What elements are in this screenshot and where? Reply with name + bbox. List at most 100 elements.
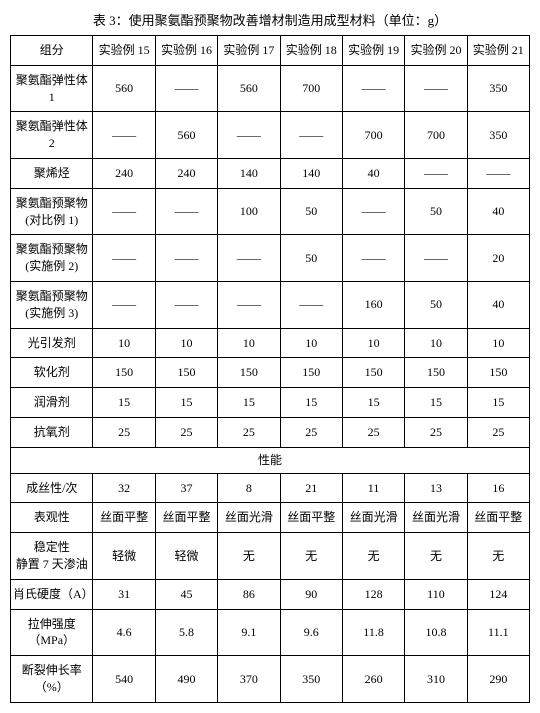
cell: 15 (218, 388, 280, 418)
data-table: 组分实验例 15实验例 16实验例 17实验例 18实验例 19实验例 20实验… (10, 35, 530, 703)
cell: 100 (218, 188, 280, 235)
cell: 150 (155, 358, 217, 388)
cell: 350 (467, 112, 529, 159)
cell: —— (155, 188, 217, 235)
cell: 11.8 (342, 609, 404, 656)
row-label: 聚氨酯预聚物(实施例 2) (11, 235, 93, 282)
cell: 31 (93, 579, 155, 609)
cell: 15 (342, 388, 404, 418)
table-row: 润滑剂15151515151515 (11, 388, 530, 418)
cell: 10 (155, 328, 217, 358)
cell: 8 (218, 473, 280, 503)
cell: 45 (155, 579, 217, 609)
cell: 140 (218, 158, 280, 188)
cell: 20 (467, 235, 529, 282)
cell: 10 (93, 328, 155, 358)
cell: 15 (155, 388, 217, 418)
cell: 丝面平整 (155, 503, 217, 533)
row-label: 聚氨酯预聚物(对比例 1) (11, 188, 93, 235)
table-row: 成丝性/次3237821111316 (11, 473, 530, 503)
cell: 150 (93, 358, 155, 388)
table-title: 表 3：使用聚氨酯预聚物改善增材制造用成型材料（单位：g） (10, 10, 530, 29)
cell: 160 (342, 281, 404, 328)
table-row: 聚氨酯弹性体 2——560————700700350 (11, 112, 530, 159)
row-label: 稳定性静置 7 天渗油 (11, 533, 93, 580)
cell: 350 (280, 656, 342, 703)
cell: —— (342, 235, 404, 282)
table-row: 光引发剂10101010101010 (11, 328, 530, 358)
row-label: 润滑剂 (11, 388, 93, 418)
cell: 240 (155, 158, 217, 188)
cell: 15 (93, 388, 155, 418)
cell: 无 (218, 533, 280, 580)
cell: 310 (405, 656, 467, 703)
cell: 5.8 (155, 609, 217, 656)
cell: —— (155, 65, 217, 112)
cell: 150 (467, 358, 529, 388)
table-row: 聚氨酯预聚物(实施例 2)——————50————20 (11, 235, 530, 282)
cell: 37 (155, 473, 217, 503)
cell: 无 (467, 533, 529, 580)
cell: —— (155, 281, 217, 328)
cell: —— (280, 112, 342, 159)
cell: 9.6 (280, 609, 342, 656)
row-label: 软化剂 (11, 358, 93, 388)
cell: 13 (405, 473, 467, 503)
table-row: 聚烯烃24024014014040———— (11, 158, 530, 188)
cell: 25 (467, 417, 529, 447)
table-row: 聚氨酯预聚物(对比例 1)————10050——5040 (11, 188, 530, 235)
cell: 370 (218, 656, 280, 703)
table-row: 表观性丝面平整丝面平整丝面光滑丝面平整丝面光滑丝面光滑丝面平整 (11, 503, 530, 533)
column-header: 实验例 19 (342, 36, 404, 66)
row-label: 成丝性/次 (11, 473, 93, 503)
column-header: 实验例 18 (280, 36, 342, 66)
cell: 15 (405, 388, 467, 418)
table-row: 聚氨酯预聚物(实施例 3)————————1605040 (11, 281, 530, 328)
cell: 128 (342, 579, 404, 609)
cell: 10 (467, 328, 529, 358)
cell: 25 (405, 417, 467, 447)
cell: 350 (467, 65, 529, 112)
cell: —— (405, 65, 467, 112)
cell: 11.1 (467, 609, 529, 656)
cell: —— (93, 281, 155, 328)
cell: —— (218, 281, 280, 328)
cell: 32 (93, 473, 155, 503)
column-header: 实验例 21 (467, 36, 529, 66)
cell: —— (342, 188, 404, 235)
cell: 50 (280, 188, 342, 235)
cell: 11 (342, 473, 404, 503)
cell: 260 (342, 656, 404, 703)
cell: 丝面平整 (467, 503, 529, 533)
cell: —— (467, 158, 529, 188)
cell: 15 (467, 388, 529, 418)
cell: 丝面平整 (93, 503, 155, 533)
cell: 10.8 (405, 609, 467, 656)
cell: 110 (405, 579, 467, 609)
section-header-row: 性能 (11, 447, 530, 473)
row-label: 拉伸强度（MPa） (11, 609, 93, 656)
cell: 290 (467, 656, 529, 703)
column-header: 实验例 16 (155, 36, 217, 66)
table-row: 肖氏硬度（A）31458690128110124 (11, 579, 530, 609)
cell: 25 (280, 417, 342, 447)
cell: 150 (280, 358, 342, 388)
cell: 10 (342, 328, 404, 358)
column-header: 组分 (11, 36, 93, 66)
cell: 150 (405, 358, 467, 388)
table-row: 断裂伸长率（%）540490370350260310290 (11, 656, 530, 703)
cell: 700 (405, 112, 467, 159)
cell: 21 (280, 473, 342, 503)
cell: 25 (342, 417, 404, 447)
cell: 140 (280, 158, 342, 188)
cell: 490 (155, 656, 217, 703)
row-label: 聚烯烃 (11, 158, 93, 188)
cell: 540 (93, 656, 155, 703)
cell: 10 (218, 328, 280, 358)
cell: 轻微 (93, 533, 155, 580)
cell: 无 (280, 533, 342, 580)
cell: 700 (342, 112, 404, 159)
cell: 150 (218, 358, 280, 388)
cell: 9.1 (218, 609, 280, 656)
section-header: 性能 (11, 447, 530, 473)
